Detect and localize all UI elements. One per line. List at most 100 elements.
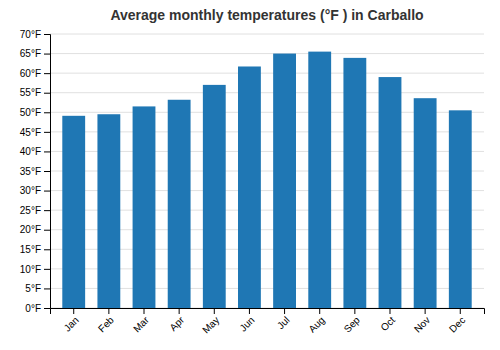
x-tick: Dec [447,308,467,335]
x-tick-label: Jun [237,314,256,333]
y-tick-mark [44,288,50,289]
y-tick: 5°F [25,283,50,294]
bar [62,116,85,308]
x-tick-label: Apr [167,314,186,333]
x-tick: Sep [342,308,363,335]
y-axis: 0°F 5°F 10°F 15°F 20°F 25°F 30°F 35°F 40°F 45°F 50… [20,29,51,314]
y-tick-mark [44,269,50,270]
y-tick-mark [44,73,50,74]
y-tick-label: 65°F [20,48,41,59]
x-tick-mark [249,308,250,314]
x-tick-label: Mar [131,314,151,334]
x-axis-line [51,309,485,315]
y-tick-label: 25°F [20,205,41,216]
x-tick: Feb [96,308,116,334]
y-tick-label: 10°F [20,264,41,275]
x-tick-label: Feb [96,314,116,334]
y-tick-label: 40°F [20,146,41,157]
bar [379,77,402,308]
y-tick-mark [44,34,50,35]
y-tick-label: 35°F [20,166,41,177]
y-tick: 45°F [20,127,50,138]
x-tick-mark [284,308,285,314]
bar [168,100,191,308]
bar [308,52,331,308]
x-tick-label: Jul [275,314,292,331]
y-tick-label: 30°F [20,185,41,196]
y-tick-label: 20°F [20,224,41,235]
x-tick: Mar [131,308,151,334]
y-tick-mark [44,93,50,94]
y-tick-mark [44,54,50,55]
bar [97,114,120,308]
x-tick: Oct [378,308,397,333]
y-tick: 40°F [20,146,50,157]
x-axis: Jan Feb Mar Apr May Jun Jul Aug Sep Oct Nov Dec [51,308,485,336]
chart-container: 0°F 5°F 10°F 15°F 20°F 25°F 30°F 35°F 40°F 45°F 50… [0,0,500,350]
grid-line [50,53,484,54]
y-tick-mark [44,132,50,133]
x-tick-mark [425,308,426,314]
title: Average monthly temperatures (°F ) in Ca… [110,7,423,23]
y-tick-mark [44,210,50,211]
bar [414,98,437,308]
x-tick-mark [389,308,390,314]
grid-line [50,34,484,35]
y-tick: 55°F [20,87,50,98]
x-tick-label: Nov [412,314,432,334]
x-tick-label: Aug [306,314,326,334]
y-tick-mark [44,171,50,172]
x-tick-mark [108,308,109,314]
y-tick-mark [44,230,50,231]
y-tick-label: 0°F [25,303,41,314]
y-tick: 10°F [20,264,50,275]
bar [133,106,156,308]
bar [273,54,296,308]
x-tick: May [200,308,221,336]
x-tick-label: May [200,314,221,335]
y-tick: 0°F [25,303,50,314]
y-tick: 25°F [20,205,50,216]
y-tick-label: 55°F [20,87,41,98]
y-tick: 70°F [20,29,50,40]
bar [238,66,261,308]
bar [203,85,226,308]
x-tick-mark [144,308,145,314]
y-tick-mark [44,308,50,309]
y-tick: 15°F [20,244,50,255]
x-tick: Jun [237,308,256,334]
y-tick: 35°F [20,166,50,177]
x-tick-mark [319,308,320,314]
bar [343,58,366,308]
y-tick-label: 70°F [20,29,41,40]
y-tick-label: 5°F [25,283,41,294]
y-tick-mark [44,112,50,113]
x-tick-mark [179,308,180,314]
x-tick-mark [460,308,461,314]
x-tick-label: Dec [447,314,467,334]
y-tick-mark [44,151,50,152]
plot-area: 0°F 5°F 10°F 15°F 20°F 25°F 30°F 35°F 40°F 45°F 50… [20,29,485,336]
x-tick: Jan [62,308,81,334]
x-tick: Apr [167,308,186,333]
grid-line [50,73,484,74]
x-tick: Aug [306,308,326,335]
x-tick-label: Oct [378,314,397,333]
y-tick: 20°F [20,224,50,235]
x-tick-mark [73,308,74,314]
y-tick-mark [44,249,50,250]
chart-svg: 0°F 5°F 10°F 15°F 20°F 25°F 30°F 35°F 40°F 45°F 50… [0,0,500,350]
y-tick-label: 15°F [20,244,41,255]
y-tick: 60°F [20,68,50,79]
x-tick-mark [354,308,355,314]
bar [449,110,472,308]
x-tick-label: Jan [62,314,81,333]
x-tick: Jul [275,308,292,331]
y-tick-label: 60°F [20,68,41,79]
grid-line [50,92,484,93]
y-tick: 65°F [20,48,50,59]
y-tick-label: 50°F [20,107,41,118]
y-axis-line [44,35,51,309]
y-tick: 50°F [20,107,50,118]
x-tick: Nov [412,308,432,335]
